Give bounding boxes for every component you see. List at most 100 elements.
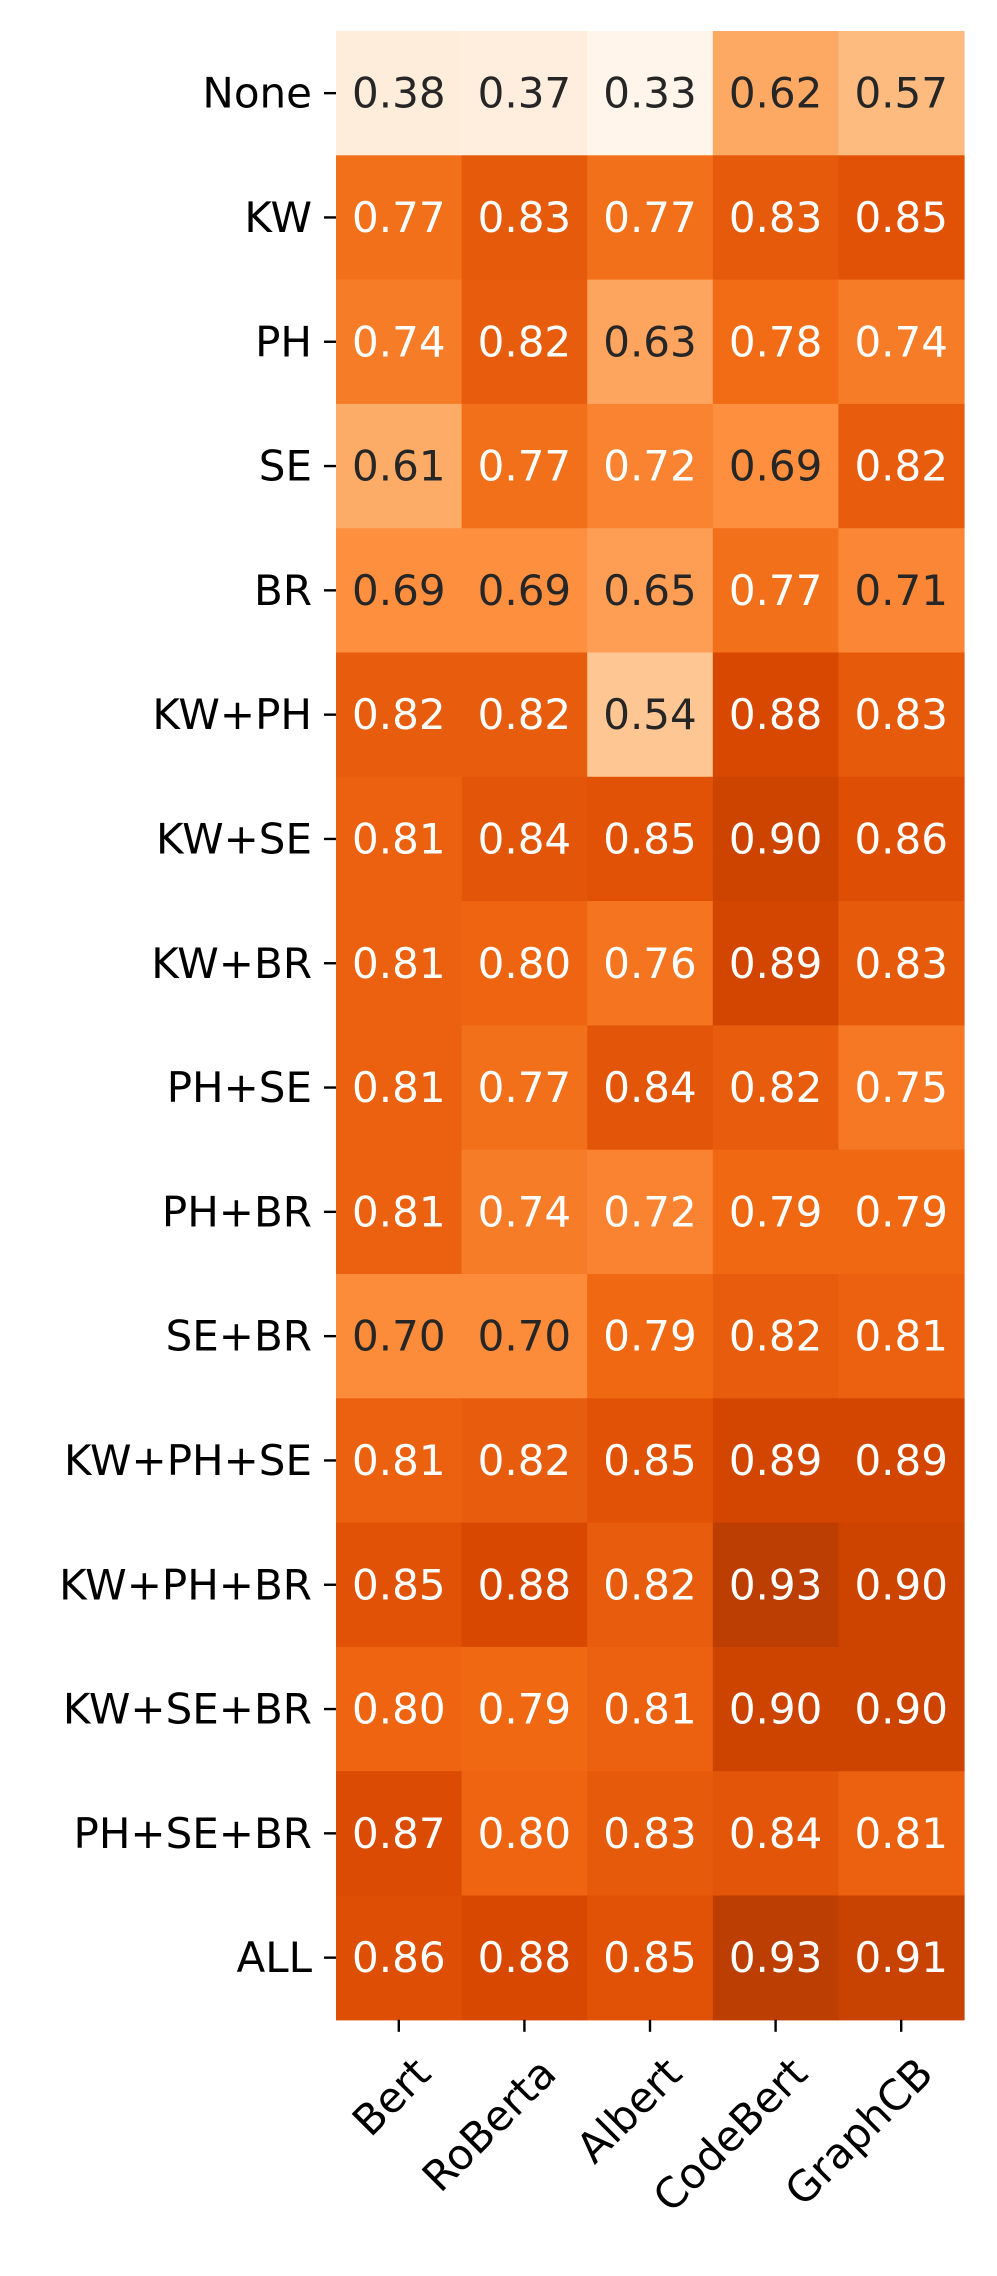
heatmap-cell (712, 1025, 839, 1151)
cell-value-label: 0.79 (854, 1187, 948, 1236)
heatmap-cell (461, 403, 588, 529)
cell-value-label: 0.82 (478, 690, 572, 739)
heatmap-cell (587, 403, 714, 529)
row-tick-label: KW+SE+BR (63, 1685, 312, 1734)
cell-value-label: 0.90 (729, 1685, 823, 1734)
cells-layer (336, 31, 965, 2021)
cell-value-label: 0.77 (603, 193, 697, 242)
cell-value-label: 0.81 (352, 1063, 446, 1112)
cell-value-label: 0.89 (729, 1436, 823, 1485)
cell-value-label: 0.81 (352, 939, 446, 988)
heatmap-cell (336, 528, 463, 654)
col-tick-label: Albert (567, 2048, 691, 2172)
cell-value-label: 0.70 (478, 1312, 572, 1361)
cell-value-label: 0.88 (478, 1560, 572, 1609)
heatmap-cell (336, 1771, 463, 1897)
heatmap-cell (336, 1274, 463, 1399)
heatmap-cell (461, 1398, 588, 1524)
heatmap-cell (712, 155, 839, 281)
heatmap-cell (461, 1522, 588, 1648)
cell-value-label: 0.88 (729, 690, 823, 739)
heatmap-cell (712, 776, 839, 902)
cell-value-label: 0.77 (478, 1063, 572, 1112)
heatmap-cell (838, 279, 965, 405)
cell-value-label: 0.77 (729, 566, 823, 615)
heatmap-cell (461, 155, 588, 281)
cell-value-label: 0.74 (854, 317, 948, 366)
heatmap-cell (712, 1398, 839, 1524)
heatmap-cell (461, 1895, 588, 2021)
heatmap-cell (336, 1895, 463, 2021)
row-tick-label: PH (255, 317, 312, 366)
heatmap-cell (336, 403, 463, 529)
heatmap-cell (838, 652, 965, 778)
cell-value-label: 0.33 (603, 69, 697, 118)
heatmap-cell (336, 776, 463, 902)
row-tick-label: KW+PH+BR (59, 1560, 312, 1609)
cell-value-label: 0.81 (854, 1809, 948, 1858)
cell-value-label: 0.69 (352, 566, 446, 615)
cell-value-label: 0.77 (352, 193, 446, 242)
heatmap-cell (336, 1522, 463, 1648)
heatmap-cell (336, 155, 463, 281)
cell-value-label: 0.83 (854, 939, 948, 988)
heatmap-cell (336, 1025, 463, 1151)
row-tick-label: PH+BR (162, 1187, 312, 1236)
cell-value-label: 0.69 (729, 442, 823, 491)
cell-value-label: 0.90 (854, 1560, 948, 1609)
cell-value-label: 0.57 (854, 69, 948, 118)
heatmap-cell (587, 1895, 714, 2021)
cell-value-label: 0.62 (729, 69, 823, 118)
heatmap-cell (587, 1771, 714, 1897)
cell-value-label: 0.93 (729, 1560, 823, 1609)
heatmap-cell (712, 31, 839, 156)
cell-value-label: 0.90 (729, 814, 823, 863)
heatmap-cell (587, 1522, 714, 1648)
cell-value-label: 0.86 (854, 814, 948, 863)
heatmap-cell (336, 279, 463, 405)
cell-value-label: 0.84 (729, 1809, 823, 1858)
heatmap-cell (838, 1274, 965, 1399)
row-tick-label: KW+PH+SE (64, 1436, 312, 1485)
cell-value-label: 0.89 (729, 939, 823, 988)
cell-value-label: 0.76 (603, 939, 697, 988)
heatmap-cell (587, 901, 714, 1026)
heatmap-cell (712, 403, 839, 529)
cell-value-label: 0.72 (603, 442, 697, 491)
cell-value-label: 0.65 (603, 566, 697, 615)
cell-value-label: 0.74 (478, 1187, 572, 1236)
cell-value-label: 0.93 (729, 1933, 823, 1982)
heatmap-cell (587, 1025, 714, 1151)
cell-value-label: 0.81 (352, 1436, 446, 1485)
cell-value-label: 0.89 (854, 1436, 948, 1485)
cell-value-label: 0.70 (352, 1312, 446, 1361)
cell-value-label: 0.69 (478, 566, 572, 615)
heatmap-cell (336, 652, 463, 778)
cell-value-label: 0.82 (729, 1063, 823, 1112)
cell-value-label: 0.38 (352, 69, 446, 118)
heatmap-cell (587, 155, 714, 281)
cell-value-label: 0.84 (478, 814, 572, 863)
row-tick-label: KW+PH (152, 690, 312, 739)
heatmap-cell (336, 901, 463, 1026)
cell-value-label: 0.79 (729, 1187, 823, 1236)
cell-value-label: 0.54 (603, 690, 697, 739)
cell-value-label: 0.87 (352, 1809, 446, 1858)
row-tick-label: PH+SE (167, 1063, 312, 1112)
heatmap-cell (587, 652, 714, 778)
row-tick-label: None (202, 69, 312, 118)
row-ticks-layer: None KW PH SE BR KW+PH KW+SE KW+BR PH+SE PH+BR SE+… (59, 69, 336, 1982)
heatmap-cell (336, 1149, 463, 1275)
heatmap-cell (461, 1149, 588, 1275)
row-tick-label: ALL (236, 1933, 312, 1982)
cell-value-label: 0.78 (729, 317, 823, 366)
heatmap-cell (461, 279, 588, 405)
heatmap-cell (838, 901, 965, 1026)
heatmap-cell (838, 403, 965, 529)
heatmap-cell (712, 1149, 839, 1275)
heatmap-cell (461, 1646, 588, 1772)
heatmap-cell (712, 1646, 839, 1772)
cell-value-label: 0.75 (854, 1063, 948, 1112)
